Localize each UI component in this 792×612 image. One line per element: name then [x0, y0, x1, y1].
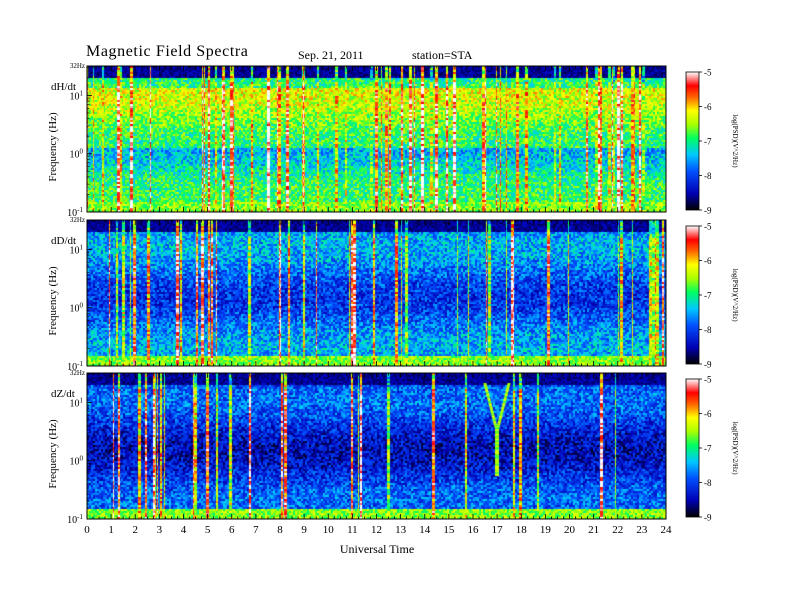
x-tick-label: 7: [253, 524, 259, 536]
x-tick-label: 20: [564, 524, 576, 536]
x-tick-label: 8: [277, 524, 283, 536]
colorbar-tick-label: -7: [704, 137, 712, 147]
colorbar-label: log(PSD)(V^2/Hz): [731, 114, 739, 168]
colorbar: -5 -6 -7 -8 -9 log(PSD)(V^2/Hz): [685, 68, 739, 216]
x-tick-label: 1: [108, 524, 114, 536]
x-tick-label: 21: [588, 524, 599, 536]
x-tick-label: 11: [347, 524, 358, 536]
component-label: dH/dt: [51, 81, 76, 93]
y-tick-label: 100: [70, 455, 84, 468]
spectrogram-image: [87, 66, 666, 212]
y-tick-label: 101: [70, 243, 84, 256]
y-axis-label: Frequency (Hz): [47, 112, 59, 182]
x-tick-label: 24: [661, 524, 673, 536]
colorbar-tick-label: -5: [704, 375, 712, 385]
colorbar-tick-label: -9: [704, 513, 712, 523]
y-tick-label: 101: [70, 89, 84, 102]
x-tick-label: 14: [419, 524, 431, 536]
chart-date: Sep. 21, 2011: [298, 48, 364, 62]
y-tick-label: 10-1: [67, 513, 83, 526]
colorbar-gradient: [685, 378, 700, 518]
y-top-label: 32Hz: [70, 369, 85, 377]
colorbar-tick-label: -7: [704, 291, 712, 301]
colorbar-tick-label: -6: [704, 256, 712, 266]
colorbar-label: log(PSD)(V^2/Hz): [731, 421, 739, 475]
x-tick-label: 2: [133, 524, 139, 536]
colorbar-tick-label: -7: [704, 444, 712, 454]
x-tick-label: 13: [395, 524, 407, 536]
colorbar-tick-label: -6: [704, 102, 712, 112]
x-tick-label: 9: [301, 524, 307, 536]
y-top-label: 32Hz: [70, 62, 85, 70]
x-tick-label: 17: [492, 524, 504, 536]
colorbar-tick-label: -8: [704, 171, 712, 181]
x-tick-label: 12: [371, 524, 382, 536]
colorbar-label: log(PSD)(V^2/Hz): [731, 268, 739, 322]
colorbar-tick-label: -6: [704, 409, 712, 419]
colorbar-tick-label: -9: [704, 206, 712, 216]
station-label: station=STA: [412, 48, 473, 62]
x-tick-label: 4: [181, 524, 187, 536]
colorbar: -5 -6 -7 -8 -9 log(PSD)(V^2/Hz): [685, 375, 739, 523]
colorbar-tick-label: -9: [704, 360, 712, 370]
colorbar-tick-label: -5: [704, 222, 712, 232]
colorbar-gradient: [685, 71, 700, 211]
component-label: dZ/dt: [51, 388, 75, 400]
x-tick-label: 10: [323, 524, 335, 536]
colorbar-gradient: [685, 225, 700, 365]
x-tick-label: 0: [84, 524, 90, 536]
component-label: dD/dt: [51, 235, 76, 247]
x-tick-label: 5: [205, 524, 211, 536]
chart-title: Magnetic Field Spectra: [86, 43, 249, 60]
y-tick-label: 10-1: [67, 360, 83, 373]
colorbar-tick-label: -5: [704, 68, 712, 78]
x-tick-label: 18: [516, 524, 528, 536]
y-top-label: 32Hz: [70, 216, 85, 224]
spectrogram-image: [87, 220, 666, 366]
y-tick-label: 10-1: [67, 206, 83, 219]
colorbar-tick-label: -8: [704, 325, 712, 335]
x-tick-label: 22: [612, 524, 623, 536]
spectrogram-image: [87, 373, 666, 519]
x-tick-label: 6: [229, 524, 235, 536]
y-tick-label: 101: [70, 396, 84, 409]
x-tick-label: 3: [157, 524, 163, 536]
colorbar-tick-label: -8: [704, 478, 712, 488]
y-axis-label: Frequency (Hz): [47, 266, 59, 336]
colorbar: -5 -6 -7 -8 -9 log(PSD)(V^2/Hz): [685, 222, 739, 370]
x-axis-label: Universal Time: [340, 542, 414, 556]
y-tick-label: 100: [70, 148, 84, 161]
x-tick-label: 23: [636, 524, 648, 536]
y-tick-label: 100: [70, 302, 84, 315]
x-tick-label: 16: [468, 524, 480, 536]
y-axis-label: Frequency (Hz): [47, 419, 59, 489]
x-tick-label: 15: [443, 524, 455, 536]
x-tick-label: 19: [540, 524, 552, 536]
